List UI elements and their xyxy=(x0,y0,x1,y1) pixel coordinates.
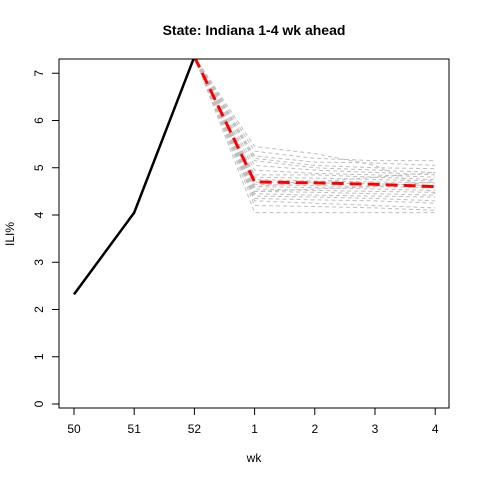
ensemble-line-9 xyxy=(194,59,436,182)
x-tick-label: 1 xyxy=(251,422,258,436)
ensemble-line-5 xyxy=(195,59,436,173)
y-tick-label: 5 xyxy=(32,164,46,171)
ensemble-line-18 xyxy=(194,59,436,204)
x-tick-label: 51 xyxy=(128,422,142,436)
ensemble-line-2 xyxy=(195,59,436,162)
x-tick-label: 52 xyxy=(188,422,202,436)
y-tick-label: 4 xyxy=(32,211,46,218)
ensemble-line-7 xyxy=(195,59,436,178)
observed-line xyxy=(72,59,195,296)
mean-forecast-line xyxy=(193,59,436,189)
x-tick-label: 2 xyxy=(311,422,318,436)
x-axis-label: wk xyxy=(246,451,263,465)
ensemble-line-20 xyxy=(194,59,436,211)
x-tick-label: 4 xyxy=(432,422,439,436)
mean-forecast-series xyxy=(193,59,436,189)
x-tick-label: 50 xyxy=(67,422,81,436)
y-tick-label: 1 xyxy=(32,353,46,360)
y-tick-label: 6 xyxy=(32,117,46,124)
ensemble-line-17 xyxy=(194,59,436,202)
y-tick-label: 0 xyxy=(32,400,46,407)
ensemble-line-19 xyxy=(194,59,436,209)
ensemble-line-21 xyxy=(194,59,436,214)
ensemble-line-8 xyxy=(195,59,436,181)
ensemble-line-3 xyxy=(195,59,436,166)
ensemble-line-13 xyxy=(194,59,436,191)
y-tick-label: 3 xyxy=(32,259,46,266)
ensemble-line-4 xyxy=(195,59,436,170)
y-tick-label: 2 xyxy=(32,306,46,313)
ensemble-line-14 xyxy=(194,59,436,193)
observed-series xyxy=(72,59,195,296)
plot-frame xyxy=(58,58,450,409)
y-axis-label: ILI% xyxy=(3,222,17,246)
ensemble-line-1 xyxy=(195,59,436,195)
chart-title: State: Indiana 1-4 wk ahead xyxy=(163,22,346,38)
ensemble-line-16 xyxy=(194,59,436,198)
x-tick-label: 3 xyxy=(372,422,379,436)
ensemble-line-6 xyxy=(195,59,436,176)
y-tick-label: 7 xyxy=(32,70,46,77)
